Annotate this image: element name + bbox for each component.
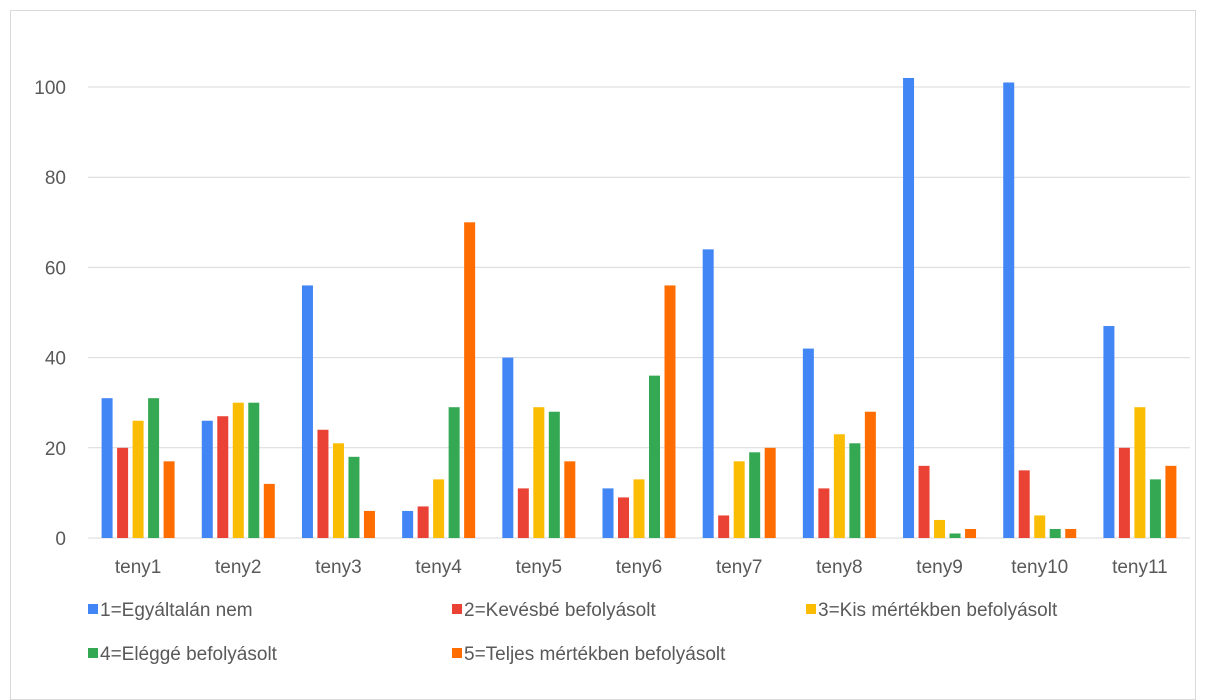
bar-teny7-s1 <box>702 249 714 539</box>
y-tick-label: 60 <box>45 258 66 279</box>
bar-teny8-s4 <box>849 443 861 538</box>
legend-label: 2=Kevésbé befolyásolt <box>464 600 656 621</box>
bar-teny10-s5 <box>1065 528 1077 538</box>
legend-swatch <box>88 648 98 658</box>
bar-teny11-s5 <box>1165 465 1177 538</box>
bar-teny9-s2 <box>918 465 930 538</box>
legend: 1=Egyáltalán nem 2=Kevésbé befolyásolt 3=K… <box>88 600 1058 665</box>
bar-teny9-s3 <box>934 519 946 538</box>
bar-teny1-s4 <box>148 398 160 538</box>
bar-teny3-s2 <box>317 429 329 538</box>
bar-teny3-s5 <box>363 510 375 538</box>
bar-teny2-s2 <box>217 416 229 538</box>
y-tick-label: 0 <box>55 529 66 550</box>
y-tick-label: 80 <box>45 168 66 189</box>
bar-teny5-s3 <box>533 407 545 538</box>
x-tick-label: teny3 <box>315 557 361 578</box>
bar-teny6-s3 <box>633 479 645 538</box>
bar-teny9-s4 <box>949 533 961 538</box>
bar-teny6-s1 <box>602 488 614 538</box>
bar-teny7-s2 <box>718 515 730 538</box>
x-tick-label: teny4 <box>415 557 462 578</box>
bar-teny11-s3 <box>1134 407 1146 538</box>
y-axis-tick-labels: 0 20 40 60 80 100 <box>34 78 66 550</box>
bar-teny8-s3 <box>833 434 845 538</box>
legend-swatch <box>452 648 462 658</box>
y-tick-label: 40 <box>45 349 66 370</box>
bar-teny9-s5 <box>965 528 977 538</box>
bar-teny5-s2 <box>517 488 529 538</box>
y-tick-label: 20 <box>45 439 66 460</box>
bar-teny1-s3 <box>132 420 144 538</box>
bar-teny4-s3 <box>433 479 445 538</box>
bar-teny11-s1 <box>1103 326 1115 538</box>
bar-teny9-s1 <box>903 77 915 538</box>
bar-teny8-s2 <box>818 488 830 538</box>
bar-teny2-s5 <box>263 483 275 538</box>
bar-teny5-s1 <box>502 357 514 538</box>
bar-teny10-s1 <box>1003 82 1015 539</box>
x-tick-label: teny11 <box>1112 557 1168 578</box>
bar-teny7-s5 <box>764 447 776 538</box>
x-tick-label: teny1 <box>115 557 161 578</box>
bar-teny3-s1 <box>301 285 313 538</box>
legend-swatch <box>806 604 816 614</box>
bar-teny5-s4 <box>548 411 560 538</box>
x-tick-label: teny2 <box>215 557 261 578</box>
bar-teny7-s4 <box>749 452 761 538</box>
x-tick-label: teny9 <box>916 557 962 578</box>
legend-swatch <box>88 604 98 614</box>
bar-teny1-s5 <box>163 461 175 538</box>
bar-teny7-s3 <box>733 461 745 538</box>
bars <box>101 77 1177 539</box>
bar-teny6-s2 <box>618 497 629 538</box>
x-tick-label: teny8 <box>816 557 862 578</box>
bar-teny1-s1 <box>101 398 113 538</box>
legend-label: 4=Eléggé befolyásolt <box>100 644 278 665</box>
bar-teny4-s5 <box>464 222 476 539</box>
legend-label: 1=Egyáltalán nem <box>100 600 253 621</box>
x-tick-label: teny6 <box>616 557 662 578</box>
bar-teny10-s2 <box>1018 470 1030 538</box>
bar-teny4-s4 <box>448 407 460 538</box>
bar-teny11-s4 <box>1149 479 1161 538</box>
x-tick-label: teny10 <box>1011 557 1068 578</box>
bar-teny10-s3 <box>1034 515 1046 538</box>
y-tick-label: 100 <box>34 78 66 99</box>
bar-teny6-s5 <box>664 285 676 538</box>
legend-label: 5=Teljes mértékben befolyásolt <box>464 644 726 665</box>
bar-teny4-s1 <box>402 510 414 538</box>
bar-teny1-s2 <box>117 447 129 538</box>
x-tick-label: teny5 <box>516 557 562 578</box>
x-axis-tick-labels: teny1 teny2 teny3 teny4 teny5 teny6 teny7 teny8… <box>115 557 1168 578</box>
bar-teny2-s4 <box>248 402 260 538</box>
legend-swatch <box>452 604 462 614</box>
bar-teny3-s3 <box>332 443 344 538</box>
x-tick-label: teny7 <box>716 557 762 578</box>
bar-teny5-s5 <box>564 461 576 538</box>
bar-teny2-s1 <box>201 420 213 538</box>
bar-teny8-s5 <box>864 411 876 538</box>
legend-label: 3=Kis mértékben befolyásolt <box>818 600 1058 621</box>
bar-teny6-s4 <box>649 375 660 538</box>
bar-teny3-s4 <box>348 456 360 538</box>
bar-teny11-s2 <box>1118 447 1130 538</box>
bar-teny10-s4 <box>1049 528 1061 538</box>
bar-teny4-s2 <box>417 506 429 538</box>
bar-teny2-s3 <box>232 402 244 538</box>
bar-teny8-s1 <box>802 348 814 538</box>
